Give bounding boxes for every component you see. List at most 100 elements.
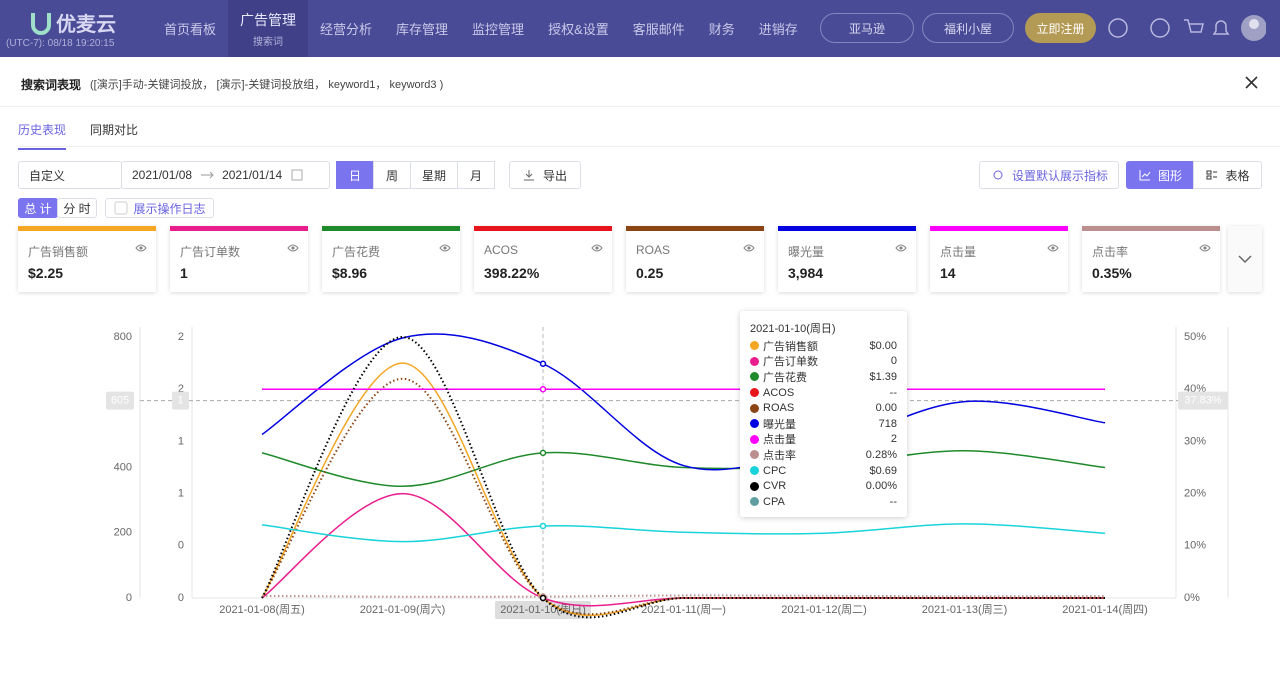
eye-icon[interactable] — [439, 243, 451, 253]
y-tick-label: 2 — [178, 331, 184, 343]
card-value: 0.25 — [636, 265, 664, 281]
nav-item[interactable]: 客服邮件 — [621, 0, 697, 57]
tooltip-value: -- — [889, 386, 897, 399]
close-button[interactable] — [1245, 76, 1258, 89]
y-tick-label: 0 — [178, 592, 184, 604]
metric-card: 点击率 0.35% — [1082, 226, 1220, 292]
tooltip-dot — [750, 434, 759, 444]
tooltip-row: 点击率 0.28% — [750, 447, 897, 463]
chart-view-button[interactable]: 图形 — [1126, 161, 1194, 189]
hourly-button[interactable]: 分 时 — [57, 198, 97, 218]
card-color-bar — [778, 226, 916, 231]
granularity-label: 星期 — [421, 168, 446, 183]
granularity: 日 周 星期 月 — [336, 161, 495, 189]
nav-item[interactable]: 监控管理 — [460, 0, 536, 57]
granularity-button[interactable]: 日 — [336, 161, 374, 189]
top-nav: 优麦云 (UTC-7): 08/18 19:20:15 首页看板 广告管理 搜索词经… — [0, 0, 1280, 57]
tooltip-name: 广告花费 — [763, 371, 807, 384]
eye-icon[interactable] — [1199, 243, 1211, 253]
welfare-button[interactable]: 福利小屋 — [922, 13, 1014, 43]
range-select[interactable]: 自定义 — [18, 161, 122, 189]
nav-label: 客服邮件 — [632, 22, 685, 37]
tooltip-dot — [750, 341, 759, 351]
card-value: 0.35% — [1092, 265, 1132, 281]
nav-item[interactable]: 财务 — [697, 0, 747, 57]
eye-pupil — [291, 246, 295, 250]
nav-item[interactable]: 经营分析 — [308, 0, 384, 57]
register-button[interactable]: 立即注册 — [1025, 13, 1096, 43]
x-tick-label: 2021-01-11(周一) — [641, 603, 726, 616]
expand-button[interactable] — [1228, 226, 1262, 292]
nav-item[interactable]: 广告管理 搜索词 — [228, 0, 309, 57]
tooltip-value: 0.00% — [865, 480, 897, 493]
total: 总 计 — [24, 201, 52, 216]
tooltip-name: 广告订单数 — [763, 356, 818, 369]
nav-label: 监控管理 — [472, 22, 525, 37]
card-color-bar — [626, 226, 764, 231]
set-default-button[interactable]: 设置默认展示指标 — [979, 161, 1119, 189]
granularity-button[interactable]: 星期 — [410, 161, 458, 189]
tooltip-name: CPC — [763, 464, 787, 477]
total-button[interactable]: 总 计 — [18, 198, 58, 218]
nav-item[interactable]: 首页看板 — [152, 0, 228, 57]
date-range[interactable]: 2021/01/08 2021/01/14 — [121, 161, 330, 189]
tab-active[interactable]: 历史表现 — [18, 121, 67, 150]
nav-icons — [1108, 15, 1266, 41]
nav-sub: 搜索词 — [253, 36, 284, 48]
show-log[interactable]: 展示操作日志 — [105, 198, 214, 218]
card-value: $8.96 — [332, 265, 368, 281]
marketplace-select[interactable]: 亚马逊 — [820, 13, 914, 43]
y-tick-label: 0 — [126, 592, 132, 604]
export-button[interactable]: 导出 — [509, 161, 581, 189]
eye-icon[interactable] — [743, 243, 755, 253]
x-tick-label: 2021-01-13(周三) — [922, 603, 1008, 616]
eye — [1199, 244, 1211, 252]
card-color-bar — [474, 226, 612, 231]
metric-card: 广告花费 $8.96 — [322, 226, 460, 292]
card-value: 1 — [180, 265, 188, 281]
x-tick-label: 2021-01-14(周四) — [1062, 603, 1148, 616]
eye-icon[interactable] — [287, 243, 299, 253]
tooltip-dot — [750, 388, 759, 398]
nav-item[interactable]: 库存管理 — [384, 0, 460, 57]
register: 立即注册 — [1036, 21, 1085, 36]
tooltip-value: 0 — [890, 355, 897, 368]
granularity-button[interactable]: 周 — [373, 161, 411, 189]
card-value: 398.22% — [484, 265, 540, 281]
eye-pupil — [595, 246, 599, 250]
tooltip-row: ROAS 0.00 — [750, 400, 897, 416]
card-color-bar — [930, 226, 1068, 231]
tooltip-value: $1.39 — [869, 370, 897, 383]
card-label: 广告花费 — [332, 245, 381, 259]
eye-icon[interactable] — [895, 243, 907, 253]
table-icon — [1206, 170, 1218, 180]
nav-item[interactable]: 进销存 — [747, 0, 810, 57]
tooltip-name: 曝光量 — [763, 418, 796, 431]
eye-pupil — [1051, 246, 1055, 250]
table-view-button[interactable]: 表格 — [1193, 161, 1262, 189]
download-icon — [523, 170, 534, 181]
nav-item[interactable]: 授权&设置 — [536, 0, 621, 57]
nav-label: 经营分析 — [320, 22, 373, 37]
tooltip-dot — [750, 481, 759, 491]
eye-icon[interactable] — [591, 243, 603, 253]
eye-icon[interactable] — [135, 243, 147, 253]
card-color-bar — [322, 226, 460, 231]
y-tick-label: 30% — [1184, 435, 1206, 447]
tooltip-name: 广告销售额 — [763, 340, 818, 353]
granularity-button[interactable]: 月 — [457, 161, 495, 189]
y-tick-label: 1 — [178, 435, 184, 447]
x-tick-label: 2021-01-08(周五) — [219, 603, 305, 616]
eye-icon[interactable] — [1047, 243, 1059, 253]
card-label: 点击率 — [1092, 245, 1129, 259]
series-line — [261, 333, 1106, 471]
modal-title: 搜索词表现 — [21, 78, 82, 92]
date-end: 2021/01/14 — [222, 168, 283, 182]
tab[interactable]: 同期对比 — [90, 123, 139, 137]
y-tick-label: 10% — [1184, 540, 1206, 552]
card-color-bar — [18, 226, 156, 231]
tooltip-dot — [750, 403, 759, 413]
tooltip-value: 718 — [878, 417, 897, 430]
checkbox — [114, 201, 128, 215]
